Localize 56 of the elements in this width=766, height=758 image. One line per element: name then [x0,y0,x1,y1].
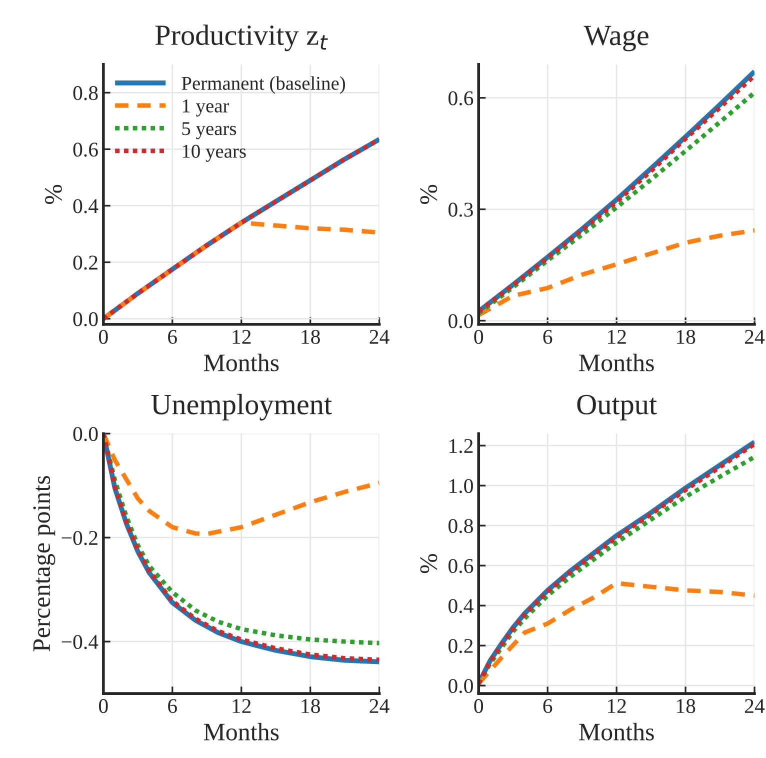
x-tick-label: 0 [98,699,108,714]
x-tick-label: 18 [676,699,696,714]
y-tick-label: −0.2 [62,530,98,546]
chart-title: Output [577,394,657,420]
y-tick-label: 0.8 [448,518,473,534]
y-tick-label: −0.4 [62,634,98,650]
legend-label: 1 year [182,99,230,117]
x-tick-label: 6 [168,330,177,344]
x-tick-label: 6 [543,699,552,714]
y-tick-label: 0.6 [448,91,474,106]
y-tick-label: 0.0 [73,426,98,442]
x-axis-title: Months [579,354,654,372]
x-axis-title: Months [204,722,279,740]
x-tick-label: 24 [745,699,765,713]
x-tick-label: 18 [302,330,320,344]
x-tick-label: 6 [168,699,177,714]
line-series [478,580,755,686]
x-tick-label: 12 [608,330,626,344]
x-axis-title: Months [204,354,279,372]
y-axis-title: % [420,184,438,204]
x-tick-label: 18 [676,330,696,344]
chart-title: Unemployment [151,394,332,420]
y-axis-title: % [420,554,438,574]
y-tick-label: 0.0 [448,314,473,328]
x-tick-label: 0 [474,699,484,714]
line-series [478,228,755,318]
y-tick-label: 0.3 [448,202,473,217]
chart-title: Productivity z$_{t}$ [155,24,328,52]
y-axis-title: % [45,184,62,204]
x-tick-label: 12 [608,699,626,713]
y-tick-label: 0.2 [448,638,473,654]
x-tick-label: 12 [232,699,251,713]
legend-label: 10 years [182,144,246,162]
x-tick-label: 24 [370,330,390,344]
x-tick-label: 12 [232,330,251,344]
y-tick-label: 0.6 [73,142,98,157]
chart-title: Wage [584,26,648,52]
y-tick-label: 1.0 [450,478,473,494]
x-tick-label: 0 [474,330,484,344]
y-tick-label: 0.4 [448,598,474,614]
y-tick-label: 0.6 [448,558,474,574]
legend-label: Permanent (baseline) [182,76,346,94]
x-tick-label: 0 [98,330,108,344]
y-tick-label: 0.8 [73,86,98,100]
x-axis-title: Months [579,722,654,740]
x-tick-label: 24 [745,330,765,344]
x-tick-label: 6 [543,330,552,344]
y-tick-label: 0.0 [448,678,473,694]
x-tick-label: 24 [370,699,390,713]
y-tick-label: 0.0 [73,312,98,326]
y-axis-title: Percentage points [33,476,56,652]
y-tick-label: 1.2 [450,439,473,454]
x-tick-label: 18 [302,699,320,714]
y-tick-label: 0.4 [73,199,98,214]
y-tick-label: 0.2 [73,256,98,270]
legend-label: 5 years [182,122,236,140]
